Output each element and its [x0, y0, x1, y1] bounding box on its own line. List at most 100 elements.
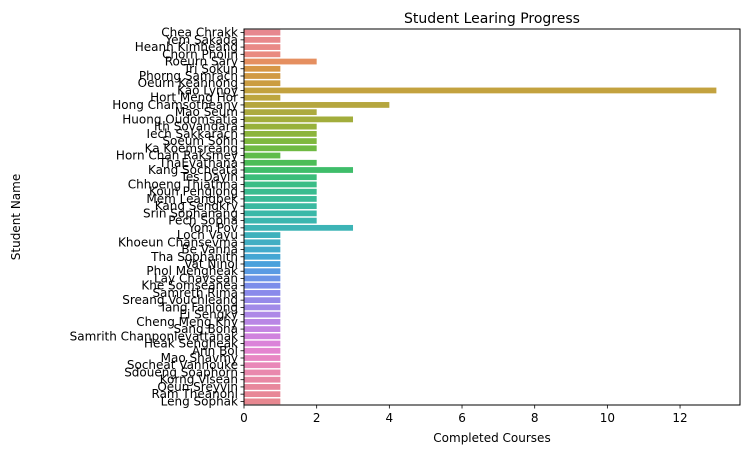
bar-13 — [244, 123, 317, 130]
y-tick-label: Pech Sopha — [168, 214, 238, 228]
bar-15 — [244, 138, 317, 144]
x-axis-ticks: 0 2 4 6 8 10 12 — [240, 405, 688, 425]
y-tick-label: Khoeun Chansevma — [118, 235, 238, 249]
bar-38 — [244, 304, 281, 311]
bar-29 — [244, 239, 281, 246]
y-tick-label: Mem Leangbek — [146, 192, 238, 206]
bar-21 — [244, 181, 317, 188]
y-tick-label: Korng Visean — [160, 373, 238, 387]
y-axis-label: Student Name — [9, 174, 23, 260]
bar-46 — [244, 362, 281, 369]
y-tick-label: Yom Pov — [187, 221, 238, 235]
bar-16 — [244, 145, 317, 152]
y-tick-label: Kang Sengkry — [155, 199, 238, 213]
y-tick-label: ThaEvathana — [158, 156, 238, 170]
y-tick-label: Oeun Sreyvin — [157, 380, 238, 394]
y-tick-label: Ann Bol — [192, 344, 238, 358]
bar-4 — [244, 58, 317, 65]
bar-3 — [244, 51, 281, 58]
y-tick-label: Chea Chrakk — [161, 26, 238, 40]
x-tick-label: 10 — [600, 411, 615, 425]
bar-5 — [244, 65, 281, 72]
y-tick-label: Mao Shavmy — [161, 351, 238, 365]
bar-12 — [244, 116, 354, 123]
y-tick-label: Iech Sakkarach — [147, 127, 238, 141]
plot-frame — [243, 28, 741, 406]
bar-11 — [244, 109, 317, 116]
bar-10 — [244, 102, 390, 108]
bar-43 — [244, 340, 281, 347]
bar-20 — [244, 174, 317, 181]
bar-31 — [244, 253, 281, 260]
bar-19 — [244, 167, 354, 173]
y-tick-label: Samrith Chanponlevattanak — [70, 329, 238, 343]
y-tick-label: Heanh Kimheang — [135, 40, 238, 54]
bar-27 — [244, 224, 354, 231]
y-tick-label: Kao Lynoy — [177, 83, 238, 97]
bar-42 — [244, 333, 281, 340]
bar-34 — [244, 275, 281, 282]
bar-32 — [244, 261, 281, 267]
y-tick-label: Leng Sophak — [161, 394, 238, 408]
x-tick-label: 0 — [240, 411, 248, 425]
x-tick-label: 4 — [386, 411, 394, 425]
y-tick-label: Yem Sakada — [164, 33, 238, 47]
bar-23 — [244, 196, 317, 202]
bar-35 — [244, 282, 281, 289]
y-tick-label: Soeum Sohn — [162, 134, 238, 148]
bar-22 — [244, 188, 317, 195]
y-tick-label: Ei Sengky — [179, 308, 238, 322]
bar-30 — [244, 246, 281, 253]
bar-50 — [244, 391, 281, 398]
y-tick-label: Kang Socheata — [148, 163, 238, 177]
y-tick-label: Sang Bona — [173, 322, 238, 336]
bar-33 — [244, 268, 281, 275]
bar-40 — [244, 318, 281, 325]
y-tick-label: Koun Penglong — [149, 185, 238, 199]
y-tick-label: Horn Chan Raksmey — [116, 149, 238, 163]
y-tick-label: Ram Theanoni — [152, 387, 239, 401]
x-axis-label: Completed Courses — [433, 431, 550, 445]
x-tick-label: 8 — [531, 411, 539, 425]
bar-51 — [244, 398, 281, 405]
bar-45 — [244, 355, 281, 361]
bar-1 — [244, 36, 281, 43]
bar-0 — [244, 29, 281, 36]
bar-9 — [244, 94, 281, 101]
bar-48 — [244, 376, 281, 383]
y-tick-label: Cheng Meng Khy — [136, 315, 238, 329]
y-tick-label: Huong Oudomsatia — [122, 112, 238, 126]
bar-37 — [244, 297, 281, 304]
y-tick-label: Oeurn Keahnong — [138, 76, 238, 90]
y-tick-label: Mao Seum — [175, 105, 238, 119]
y-tick-label: Hong Chamsotheany — [112, 98, 238, 112]
y-tick-label: Tri Sokun — [183, 62, 238, 76]
y-tick-label: Samreth Rima — [152, 286, 238, 300]
bar-17 — [244, 152, 281, 159]
y-tick-label: Heak Sengheak — [144, 337, 238, 351]
x-tick-label: 12 — [672, 411, 687, 425]
y-tick-label: Lay Chavsean — [154, 271, 238, 285]
y-tick-label: Ith Sovandara — [154, 120, 238, 134]
y-tick-label: Tha Sophanith — [150, 250, 238, 264]
bar-28 — [244, 232, 281, 238]
y-tick-label: Khe Somseanea — [141, 279, 238, 293]
bar-14 — [244, 130, 317, 137]
y-tick-label: Srin Sophanang — [143, 206, 238, 220]
y-tick-label: Hort Meng Hor — [150, 91, 238, 105]
bar-26 — [244, 217, 317, 224]
y-tick-label: Tang Fanlong — [159, 300, 238, 314]
bar-49 — [244, 384, 281, 390]
y-tick-label: Sdoueng Soaphorn — [124, 365, 238, 379]
y-tick-label: Loch Vayu — [177, 228, 238, 242]
y-tick-label: Vat Ninol — [184, 257, 238, 271]
y-tick-label: Ka Koemsreang — [145, 141, 238, 155]
x-tick-label: 2 — [313, 411, 321, 425]
bar-8 — [244, 87, 717, 94]
bar-6 — [244, 73, 281, 79]
bar-36 — [244, 290, 281, 296]
bar-41 — [244, 326, 281, 332]
